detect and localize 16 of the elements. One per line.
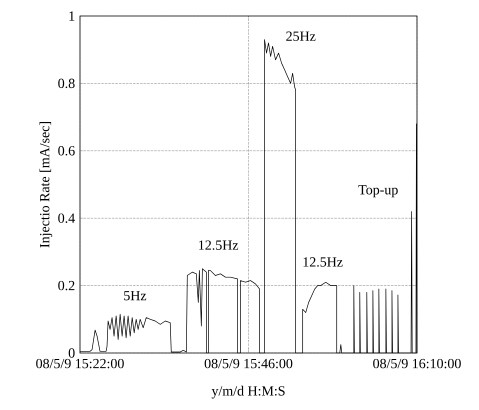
annotation: Top-up bbox=[358, 185, 398, 198]
y-tick-label: 1 bbox=[69, 11, 74, 21]
annotation: 12.5Hz bbox=[199, 240, 238, 250]
y-tick-label: 0 bbox=[68, 348, 75, 358]
y-tick-label: 0.2 bbox=[58, 280, 74, 290]
y-axis-title: Injectio Rate [mA/sec] bbox=[40, 122, 52, 248]
annotation: 25Hz bbox=[286, 32, 316, 41]
y-tick-label: 0.6 bbox=[58, 146, 75, 156]
y-tick-label: 0.4 bbox=[58, 213, 75, 223]
x-axis-title: y/m/d H:M:S bbox=[212, 386, 285, 398]
y-tick-label: 0.8 bbox=[58, 78, 75, 88]
annotation: 5Hz bbox=[124, 291, 146, 300]
x-tick-label: 08/5/9 16:10:00 bbox=[373, 358, 461, 368]
x-tick-label: 08/5/9 15:46:00 bbox=[204, 358, 292, 368]
annotation: 12.5Hz bbox=[304, 257, 343, 267]
x-tick-label: 08/5/9 15:22:00 bbox=[36, 358, 124, 368]
